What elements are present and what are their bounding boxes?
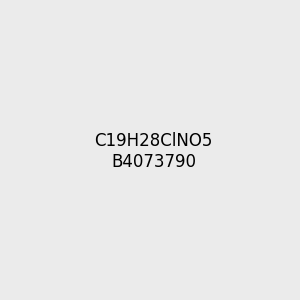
Text: C19H28ClNO5
B4073790: C19H28ClNO5 B4073790 <box>94 132 213 171</box>
